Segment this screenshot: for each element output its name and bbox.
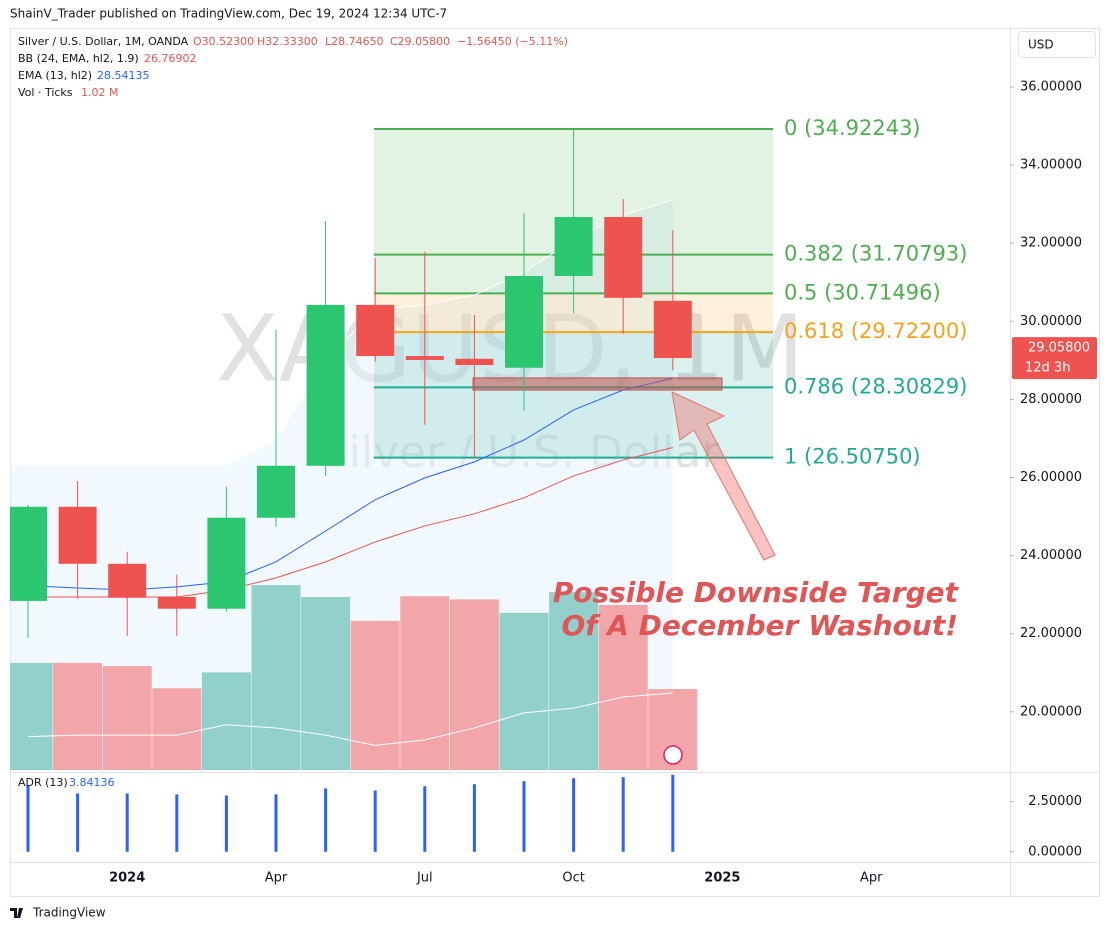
ohlc-high: H32.33300 — [257, 35, 318, 48]
volume-bar — [350, 620, 400, 770]
candle-body — [356, 304, 395, 357]
candle-body — [58, 506, 97, 564]
candle-body — [604, 217, 643, 298]
y-tick-label: 36.00000 — [1020, 79, 1082, 94]
volume-bar — [301, 596, 351, 770]
candle-body — [10, 506, 47, 601]
y-tick-label: 26.00000 — [1020, 470, 1082, 485]
volume-bar — [549, 592, 599, 770]
annotation-arrow — [671, 391, 776, 561]
annotation: Possible Downside Target — [553, 576, 960, 609]
fib-label: 0.5 (30.71496) — [784, 280, 941, 304]
bb-name[interactable]: BB (24, EMA, hl2, 1.9) — [18, 52, 139, 65]
chart-frame — [10, 28, 1100, 897]
adr-name[interactable]: ADR (13) — [18, 776, 68, 789]
candle-body — [455, 358, 494, 366]
x-tick-label: Apr — [860, 871, 883, 886]
volume-name[interactable]: Vol · Ticks — [18, 86, 73, 99]
fib-label: 0 (34.92243) — [784, 116, 921, 140]
volume-bar — [201, 672, 251, 770]
last-price-label: 29.05800 — [1028, 341, 1090, 356]
candle-body — [257, 465, 295, 518]
fib-label: 0.618 (29.72200) — [784, 319, 967, 343]
volume-bar — [499, 612, 549, 770]
volume-bar — [449, 599, 499, 770]
adr-bar — [26, 785, 30, 852]
brand: TradingView — [32, 906, 106, 920]
adr-bar — [125, 793, 129, 852]
fib-zone — [374, 387, 773, 458]
ohlc-close: C29.05800 — [390, 35, 450, 48]
x-tick-label: Apr — [265, 871, 288, 886]
ohlc-change: −1.56450 (−5.11%) — [457, 35, 568, 48]
event-icon — [663, 745, 683, 765]
footer: TradingView — [10, 906, 106, 920]
candle-body — [207, 517, 246, 609]
currency-label[interactable]: USD — [1028, 38, 1054, 52]
volume-bar — [152, 688, 202, 770]
adr-bar — [522, 781, 526, 852]
candle-body — [405, 356, 444, 360]
fib-label: 0.382 (31.70793) — [784, 242, 967, 266]
adr-value: 3.84136 — [69, 776, 115, 789]
adr-bar — [572, 778, 576, 852]
adr-bar — [274, 794, 278, 852]
x-tick-label: Oct — [562, 871, 584, 886]
annotation: Of A December Washout! — [561, 609, 958, 642]
adr-bar — [373, 790, 377, 852]
adr-bar — [175, 794, 179, 852]
adr-bar — [224, 795, 228, 852]
volume-ma — [27, 692, 673, 746]
volume-bar — [598, 604, 648, 770]
fib-label: 1 (26.50750) — [784, 445, 921, 469]
x-tick-label: 2024 — [109, 871, 145, 886]
x-tick-label: Jul — [416, 871, 433, 886]
adr-bar — [76, 793, 80, 852]
candle-body — [157, 596, 196, 609]
adr-bar — [472, 784, 476, 852]
candle-body — [554, 217, 593, 276]
currency-button[interactable] — [1018, 31, 1096, 58]
y-tick-label: 22.00000 — [1020, 626, 1082, 641]
adr-pane — [26, 774, 675, 852]
legend: Silver / U.S. Dollar, 1M, OANDA O30.5230… — [18, 35, 568, 789]
candle-body — [653, 300, 692, 359]
y-tick-label: 30.00000 — [1020, 314, 1082, 329]
y-tick-label: 32.00000 — [1020, 236, 1082, 251]
adr-bar — [671, 774, 675, 852]
ema-value: 28.54135 — [97, 69, 150, 82]
volume-bar — [400, 596, 450, 770]
y-tick-label: 20.00000 — [1020, 704, 1082, 719]
bb-value: 26.76902 — [144, 52, 197, 65]
candle-body — [505, 275, 543, 368]
adr-bar — [423, 786, 427, 852]
adr-tick-label: 0.00000 — [1028, 844, 1082, 859]
volume-bar — [102, 666, 152, 770]
volume-bar — [53, 662, 103, 770]
candle-body — [108, 563, 147, 598]
ema-name[interactable]: EMA (13, hl2) — [18, 69, 92, 82]
ohlc-open: O30.52300 — [193, 35, 254, 48]
y-tick-label: 28.00000 — [1020, 392, 1082, 407]
target-zone — [472, 377, 723, 391]
volume-bar — [10, 662, 53, 770]
candle-body — [306, 304, 345, 466]
adr-bar — [621, 777, 625, 852]
x-tick-label: 2025 — [704, 871, 740, 886]
brand-logo — [10, 908, 23, 918]
y-tick-label: 34.00000 — [1020, 158, 1082, 173]
adr-bar — [324, 788, 328, 852]
adr-tick-label: 2.50000 — [1028, 794, 1082, 809]
ohlc-low: L28.74650 — [325, 35, 384, 48]
publisher: ShainV_Trader published on TradingView.c… — [10, 7, 447, 21]
last-price-tag — [1012, 337, 1097, 380]
volume-value: 1.02 M — [81, 86, 118, 99]
countdown: 12d 3h — [1025, 361, 1070, 376]
y-tick-label: 24.00000 — [1020, 548, 1082, 563]
volume-bar — [251, 585, 301, 770]
fib-label: 0.786 (28.30829) — [784, 374, 967, 398]
symbol-title: Silver / U.S. Dollar, 1M, OANDA — [18, 35, 189, 48]
